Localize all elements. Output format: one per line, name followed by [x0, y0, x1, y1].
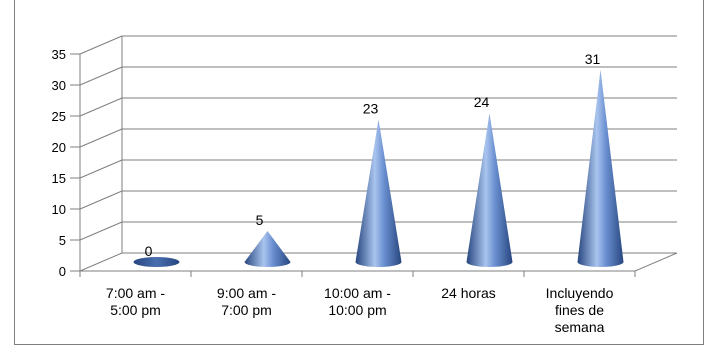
chart-border: [14, 0, 704, 345]
y-tick-label: 5: [59, 233, 66, 248]
gridline-diagonal: [79, 35, 123, 55]
gridline-diagonal: [79, 97, 123, 117]
gridline-diagonal: [79, 159, 123, 179]
x-category-label: 24 horas: [441, 285, 495, 301]
cone-bar: [133, 257, 180, 267]
y-tick-label: 10: [52, 202, 66, 217]
floor-right-edge: [634, 252, 678, 272]
gridline-diagonal: [79, 128, 123, 148]
y-tick-label: 35: [52, 47, 66, 62]
y-axis-ticks: 0 5 10 15 20 25 30 35: [52, 47, 80, 279]
y-tick-label: 25: [52, 109, 66, 124]
cone-bar: [244, 231, 291, 267]
cone-series: [133, 69, 624, 268]
data-label: 24: [474, 94, 490, 110]
y-tick-label: 20: [52, 140, 66, 155]
gridline-diagonal: [79, 252, 123, 272]
cone-bar: [577, 69, 624, 267]
x-category-label: 10:00 am -10:00 pm: [324, 285, 391, 318]
data-label: 5: [256, 212, 264, 228]
data-label: 0: [145, 243, 153, 259]
gridline-diagonal: [79, 66, 123, 86]
y-tick-label: 30: [52, 78, 66, 93]
y-tick-label: 0: [59, 264, 66, 279]
data-label: 23: [363, 100, 379, 116]
x-category-label: 9:00 am -7:00 pm: [217, 285, 276, 318]
x-category-label: 7:00 am -5:00 pm: [106, 285, 165, 318]
data-label: 31: [585, 51, 601, 67]
gridline-diagonal: [79, 221, 123, 241]
cone-bar: [355, 119, 402, 268]
gridlines: [79, 35, 678, 277]
x-axis-categories: 7:00 am -5:00 pm 9:00 am -7:00 pm 10:00 am…: [106, 285, 614, 335]
gridline-diagonal: [79, 190, 123, 210]
data-labels: 0 5 23 24 31: [145, 51, 601, 259]
cone-bar: [466, 113, 513, 267]
x-category-label: Incluyendo fines de semana: [546, 285, 614, 335]
y-tick-label: 15: [52, 171, 66, 186]
